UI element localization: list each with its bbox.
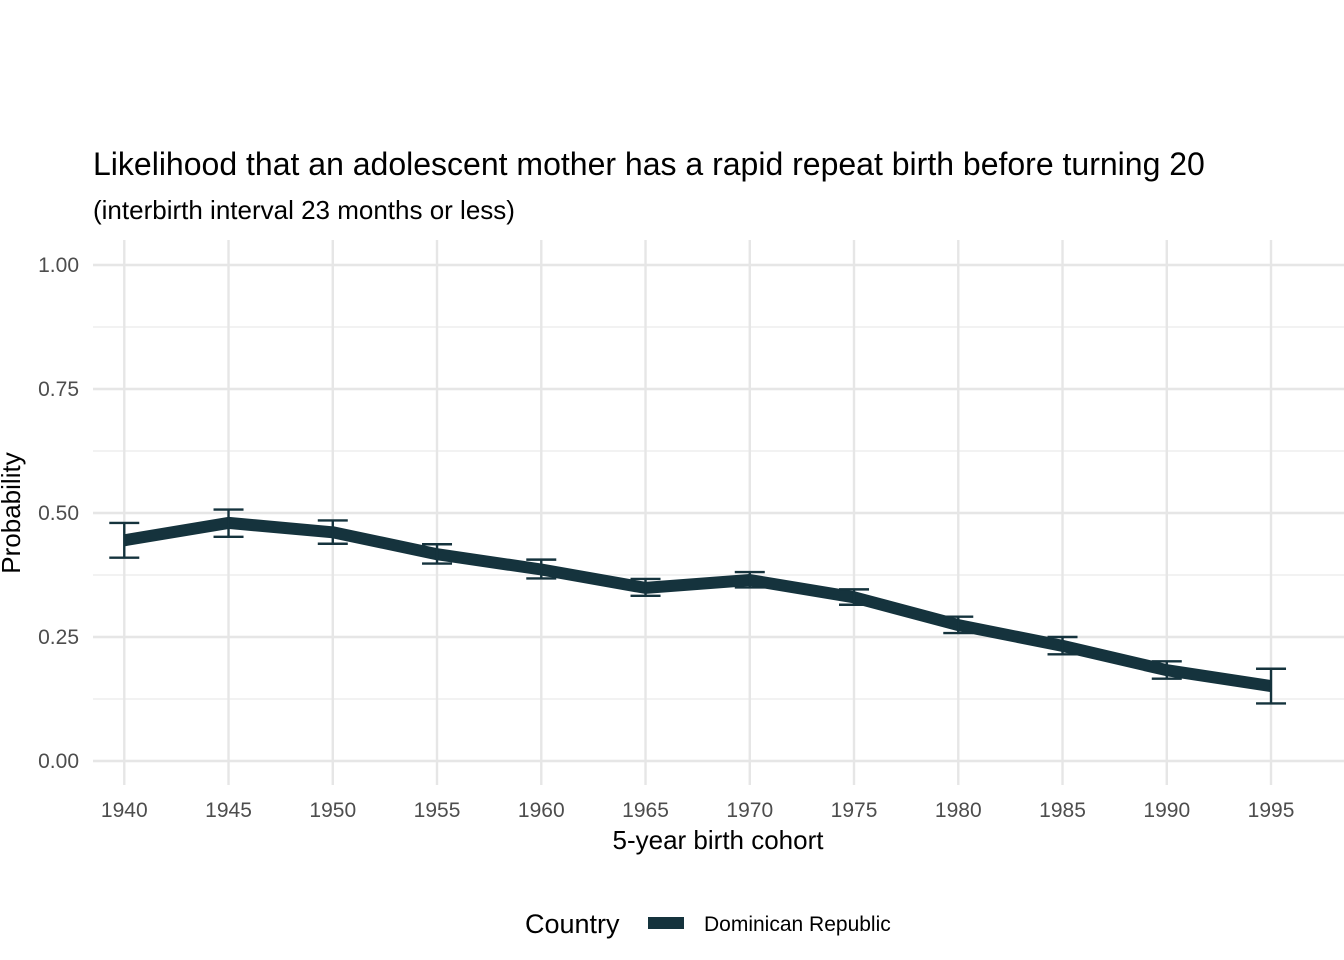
grid-minor bbox=[93, 326, 1344, 700]
error-bar bbox=[109, 521, 140, 559]
y-tick-label: 1.00 bbox=[38, 254, 79, 277]
legend-key-dominican-republic bbox=[648, 917, 684, 929]
errorbar-layer bbox=[109, 508, 1287, 705]
y-tick-label: 0.75 bbox=[38, 378, 79, 401]
legend-title: Country bbox=[525, 909, 620, 939]
error-bar bbox=[317, 519, 348, 545]
x-tick-label: 1985 bbox=[1039, 799, 1086, 822]
x-tick-label: 1945 bbox=[205, 799, 252, 822]
x-tick-label: 1975 bbox=[831, 799, 878, 822]
error-bar bbox=[213, 508, 244, 539]
error-bar bbox=[526, 558, 557, 580]
chart-title: Likelihood that an adolescent mother has… bbox=[93, 146, 1205, 182]
error-bar bbox=[839, 588, 870, 606]
chart-subtitle: (interbirth interval 23 months or less) bbox=[93, 195, 515, 225]
series-layer bbox=[123, 516, 1272, 693]
x-tick-label: 1980 bbox=[935, 799, 982, 822]
error-bar bbox=[943, 615, 974, 635]
x-tick-label: 1955 bbox=[414, 799, 461, 822]
y-tick-labels: 0.00 0.25 0.50 0.75 1.00 bbox=[38, 254, 79, 773]
grid-major bbox=[93, 240, 1344, 785]
y-tick-label: 0.00 bbox=[38, 750, 79, 773]
x-tick-label: 1960 bbox=[518, 799, 565, 822]
error-bar bbox=[422, 543, 453, 565]
x-tick-label: 1965 bbox=[622, 799, 669, 822]
error-bar bbox=[734, 570, 765, 589]
x-tick-label: 1940 bbox=[101, 799, 148, 822]
error-bar bbox=[1151, 660, 1182, 680]
y-tick-label: 0.25 bbox=[38, 626, 79, 649]
x-tick-labels: 1940 1945 1950 1955 1960 1965 1970 1975 1980 1985… bbox=[101, 799, 1294, 822]
x-tick-label: 1990 bbox=[1143, 799, 1190, 822]
y-tick-label: 0.50 bbox=[38, 502, 79, 525]
x-tick-label: 1995 bbox=[1248, 799, 1295, 822]
x-tick-label: 1950 bbox=[309, 799, 356, 822]
x-tick-label: 1970 bbox=[726, 799, 773, 822]
y-axis-title: Probability bbox=[0, 452, 26, 573]
x-axis-title: 5-year birth cohort bbox=[613, 825, 825, 855]
legend: Country Dominican Republic bbox=[525, 909, 891, 939]
error-bar bbox=[630, 577, 661, 598]
error-bar bbox=[1256, 667, 1287, 705]
legend-label-dominican-republic: Dominican Republic bbox=[704, 913, 891, 936]
series-line-dominican-republic bbox=[123, 516, 1272, 693]
error-bar bbox=[1047, 635, 1078, 656]
